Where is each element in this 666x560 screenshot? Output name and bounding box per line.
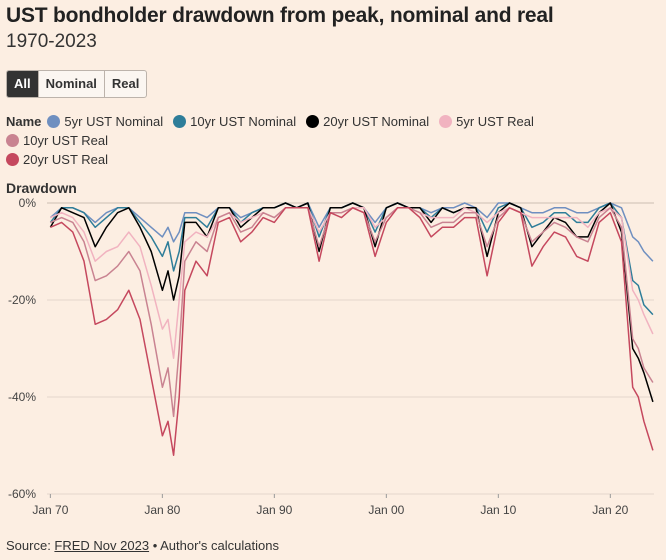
- legend-item-10yr-real[interactable]: 10yr UST Real: [6, 131, 108, 150]
- source-link[interactable]: FRED Nov 2023: [54, 538, 150, 553]
- legend-item-20yr-real[interactable]: 20yr UST Real: [6, 150, 108, 169]
- source-note: Source: FRED Nov 2023 • Author's calcula…: [6, 538, 279, 553]
- chart-subtitle: 1970-2023: [6, 31, 97, 52]
- legend-label: 5yr UST Nominal: [64, 114, 164, 129]
- legend-swatch: [439, 115, 453, 128]
- legend-label: 5yr UST Real: [456, 114, 534, 129]
- series-line-4: [50, 207, 654, 418]
- legend-swatch: [306, 115, 320, 128]
- y-tick-label: -20%: [8, 293, 36, 307]
- legend-swatch: [6, 153, 19, 166]
- y-tick-label: -40%: [8, 390, 36, 404]
- y-axis-title: Drawdown: [6, 180, 77, 196]
- chart-title: UST bondholder drawdown from peak, nomin…: [6, 4, 554, 27]
- x-tick-label: Jan 20: [592, 503, 628, 517]
- series-line-2: [49, 202, 654, 403]
- legend-item-5yr-real[interactable]: 5yr UST Real: [439, 112, 534, 131]
- legend-swatch: [6, 134, 19, 147]
- filter-real-button[interactable]: Real: [111, 76, 140, 91]
- legend-item-20yr-nominal[interactable]: 20yr UST Nominal: [306, 112, 429, 131]
- legend-swatch: [47, 115, 61, 128]
- filter-all-button[interactable]: All: [7, 71, 39, 97]
- x-tick-label: Jan 90: [256, 503, 292, 517]
- series-line-0: [49, 202, 654, 262]
- legend-label: 10yr UST Real: [23, 133, 109, 148]
- legend-label: 20yr UST Real: [23, 152, 109, 167]
- legend-item-10yr-nominal[interactable]: 10yr UST Nominal: [173, 112, 296, 131]
- legend-swatch: [173, 115, 187, 128]
- source-prefix: Source:: [6, 538, 55, 553]
- source-suffix: • Author's calculations: [149, 538, 279, 553]
- series-filter-group: All Nominal Real: [6, 70, 148, 98]
- series-line-1: [49, 202, 654, 316]
- x-tick-label: Jan 00: [368, 503, 404, 517]
- legend: Name 5yr UST Nominal 10yr UST Nominal 20yr …: [6, 112, 646, 169]
- legend-item-5yr-nominal[interactable]: 5yr UST Nominal: [47, 112, 163, 131]
- x-tick-label: Jan 70: [32, 503, 68, 517]
- y-tick-label: -60%: [8, 487, 36, 501]
- x-tick-label: Jan 80: [144, 503, 180, 517]
- series-line-5: [50, 207, 654, 456]
- x-tick-label: Jan 10: [480, 503, 516, 517]
- legend-label: 20yr UST Nominal: [323, 114, 430, 129]
- y-tick-label: 0%: [19, 196, 37, 210]
- filter-nominal-button[interactable]: Nominal: [39, 71, 105, 97]
- legend-label: 10yr UST Nominal: [190, 114, 297, 129]
- legend-title: Name: [6, 114, 42, 129]
